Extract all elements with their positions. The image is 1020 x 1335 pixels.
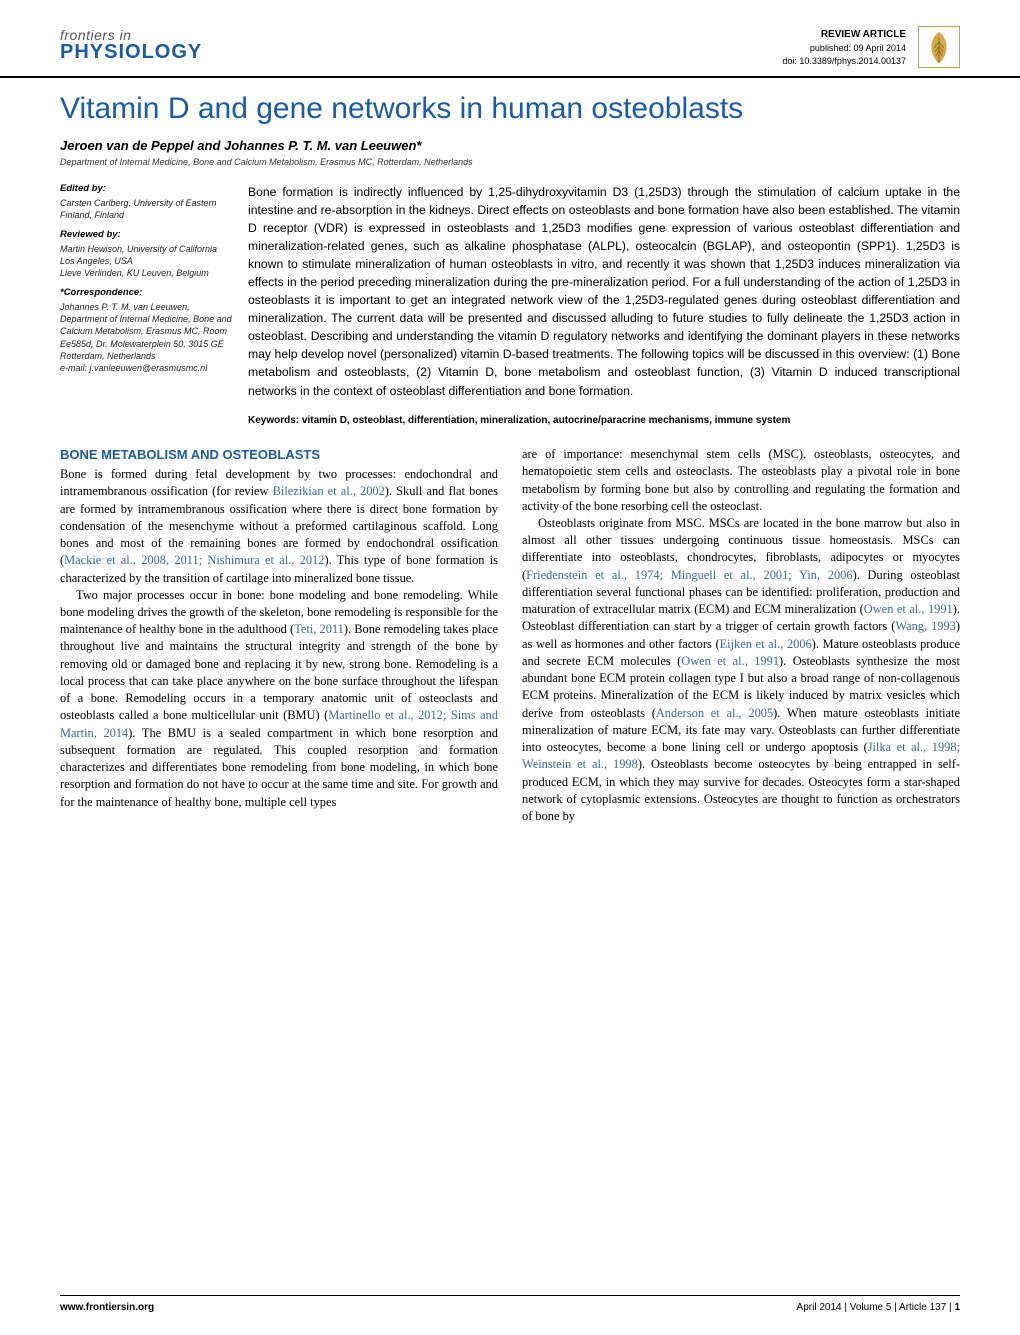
abstract-row: Edited by: Carsten Carlberg, University … <box>0 167 1020 428</box>
reviewed-by-head: Reviewed by: <box>60 229 232 242</box>
page-number: 1 <box>954 1302 960 1313</box>
body-paragraph: Two major processes occur in bone: bone … <box>60 587 498 811</box>
abstract-column: Bone formation is indirectly influenced … <box>248 183 960 428</box>
citation[interactable]: Anderson et al., 2005 <box>656 706 773 720</box>
edited-by-body: Carsten Carlberg, University of Eastern … <box>60 197 232 221</box>
correspondence-body: Johannes P. T. M. van Leeuwen, Departmen… <box>60 301 232 374</box>
header-meta: REVIEW ARTICLE published: 09 April 2014 … <box>782 28 906 67</box>
footer-url[interactable]: www.frontiersin.org <box>60 1302 154 1313</box>
body-paragraph: Bone is formed during fetal development … <box>60 466 498 587</box>
citation[interactable]: Friedenstein et al., 1974; Minguell et a… <box>526 568 852 582</box>
page-header: frontiers in PHYSIOLOGY REVIEW ARTICLE p… <box>0 0 1020 78</box>
edited-by-head: Edited by: <box>60 183 232 196</box>
body-paragraph: Osteoblasts originate from MSC. MSCs are… <box>522 515 960 825</box>
citation[interactable]: Mackie et al., 2008, 2011; Nishimura et … <box>64 553 324 567</box>
published-date: published: 09 April 2014 <box>782 42 906 55</box>
body-paragraph: are of importance: mesenchymal stem cell… <box>522 446 960 515</box>
page-footer: www.frontiersin.org April 2014 | Volume … <box>60 1295 960 1313</box>
footer-issue: April 2014 | Volume 5 | Article 137 | <box>797 1302 955 1313</box>
authors[interactable]: Jeroen van de Peppel and Johannes P. T. … <box>60 138 960 153</box>
body-column-right: are of importance: mesenchymal stem cell… <box>522 446 960 825</box>
article-type: REVIEW ARTICLE <box>782 28 906 42</box>
citation[interactable]: Bilezikian et al., 2002 <box>273 484 385 498</box>
sidebar: Edited by: Carsten Carlberg, University … <box>60 183 232 428</box>
citation[interactable]: Teti, 2011 <box>294 622 344 636</box>
journal-logo-top: frontiers in <box>60 28 202 42</box>
keywords: Keywords: vitamin D, osteoblast, differe… <box>248 414 960 429</box>
citation[interactable]: Wang, 1993 <box>895 619 955 633</box>
journal-logo: frontiers in PHYSIOLOGY <box>60 28 202 62</box>
article-title[interactable]: Vitamin D and gene networks in human ost… <box>60 92 960 126</box>
body-columns: BONE METABOLISM AND OSTEOBLASTS Bone is … <box>0 428 1020 825</box>
affiliation: Department of Internal Medicine, Bone an… <box>60 157 960 167</box>
footer-pagination: April 2014 | Volume 5 | Article 137 | 1 <box>797 1302 960 1313</box>
citation[interactable]: Eijken et al., 2006 <box>720 637 812 651</box>
abstract: Bone formation is indirectly influenced … <box>248 183 960 400</box>
body-column-left: BONE METABOLISM AND OSTEOBLASTS Bone is … <box>60 446 498 825</box>
citation[interactable]: Owen et al., 1991 <box>681 654 779 668</box>
section-title: BONE METABOLISM AND OSTEOBLASTS <box>60 446 498 464</box>
journal-icon <box>918 26 960 68</box>
doi[interactable]: doi: 10.3389/fphys.2014.00137 <box>782 55 906 68</box>
title-block: Vitamin D and gene networks in human ost… <box>0 78 1020 167</box>
journal-logo-bottom: PHYSIOLOGY <box>60 42 202 62</box>
correspondence-head: *Correspondence: <box>60 287 232 300</box>
header-right: REVIEW ARTICLE published: 09 April 2014 … <box>782 28 960 68</box>
citation[interactable]: Owen et al., 1991 <box>864 602 953 616</box>
reviewed-by-body: Martin Hewison, University of California… <box>60 243 232 279</box>
